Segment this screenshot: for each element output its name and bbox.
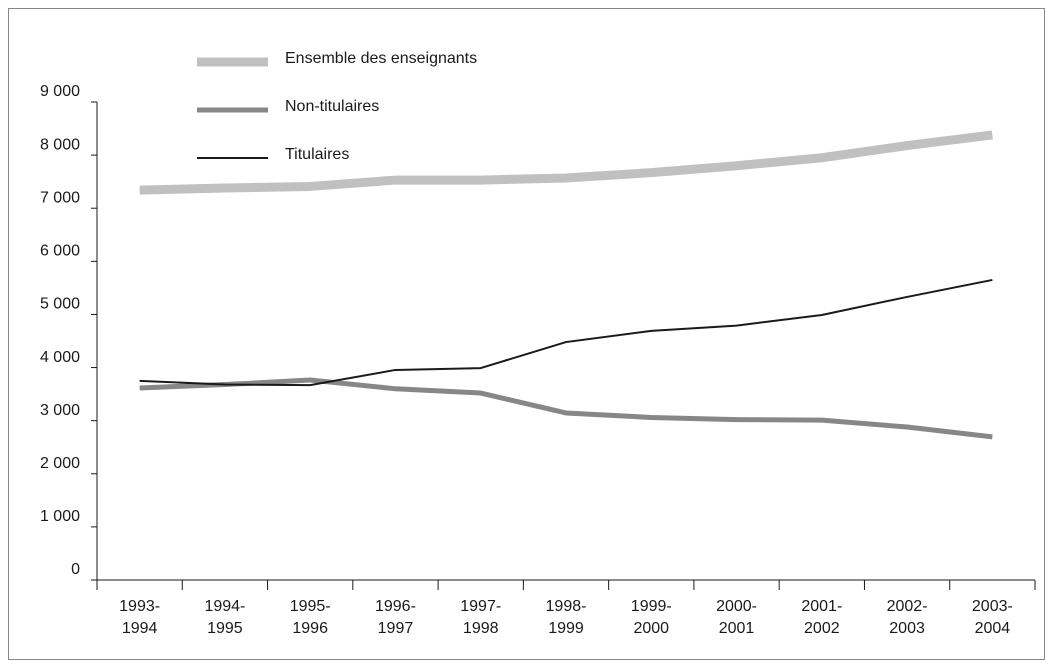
- y-tick-label: 9 000: [40, 83, 80, 100]
- x-tick-label: 1993-1994: [119, 598, 161, 637]
- y-tick-label: 1 000: [40, 508, 80, 525]
- x-tick-label: 1996-1997: [374, 598, 416, 637]
- y-tick-label: 4 000: [40, 349, 80, 366]
- legend-label: Titulaires: [285, 146, 349, 163]
- y-tick-label: 2 000: [40, 455, 80, 472]
- series-line: [139, 130, 993, 195]
- y-tick-label: 0: [71, 561, 80, 578]
- x-tick-label: 2001-2002: [801, 598, 843, 637]
- legend-label: Ensemble des enseignants: [285, 50, 477, 67]
- x-tick-label: 2000-2001: [716, 598, 757, 637]
- x-tick-label: 1998-1999: [545, 598, 587, 637]
- x-tick-label: 1995-1996: [289, 598, 331, 637]
- y-tick-label: 3 000: [40, 402, 80, 419]
- legend-label: Non-titulaires: [285, 98, 379, 115]
- x-tick-label: 2002-2003: [886, 598, 928, 637]
- y-tick-label: 7 000: [40, 189, 80, 206]
- y-tick-label: 6 000: [40, 243, 80, 260]
- x-tick-label: 1997-1998: [460, 598, 502, 637]
- x-tick-label: 1999-2000: [630, 598, 672, 637]
- x-tick-label: 1994-1995: [204, 598, 246, 637]
- series-line: [139, 377, 993, 440]
- y-tick-label: 8 000: [40, 136, 80, 153]
- x-tick-label: 2003-2004: [971, 598, 1013, 637]
- y-tick-label: 5 000: [40, 296, 80, 313]
- series-line: [139, 278, 993, 387]
- frame: [8, 8, 1045, 660]
